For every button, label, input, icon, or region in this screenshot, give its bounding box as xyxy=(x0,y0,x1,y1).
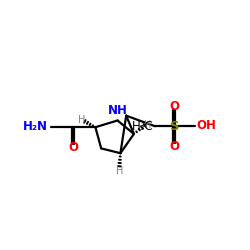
Text: O: O xyxy=(169,140,179,153)
Text: S: S xyxy=(170,120,179,133)
Text: OH: OH xyxy=(197,119,217,132)
Text: NH: NH xyxy=(108,104,128,117)
Text: H: H xyxy=(116,166,123,175)
Text: H: H xyxy=(78,116,85,126)
Text: H: H xyxy=(144,120,151,130)
Text: O: O xyxy=(68,141,78,154)
Text: O: O xyxy=(169,100,179,112)
Text: H₃C: H₃C xyxy=(132,120,154,132)
Text: H₂N: H₂N xyxy=(23,120,48,133)
